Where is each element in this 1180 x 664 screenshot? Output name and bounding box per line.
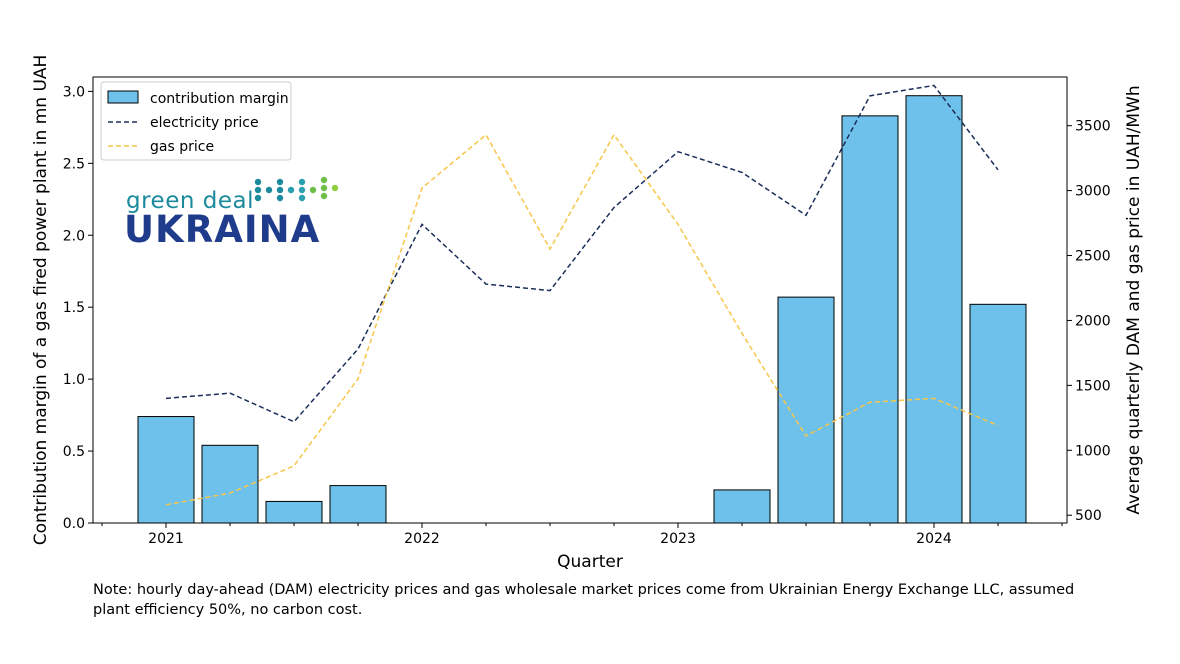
y2-tick-label: 3000 xyxy=(1075,184,1111,200)
y-tick-label: 2.0 xyxy=(63,228,85,244)
bar-2024-Q1 xyxy=(905,95,963,524)
y2-tick-label: 2000 xyxy=(1075,313,1111,329)
legend: contribution margin electricity price ga… xyxy=(100,81,292,161)
plot-frame xyxy=(92,76,1068,524)
x-tick-label: 2022 xyxy=(404,531,440,547)
logo-line-1: green deal xyxy=(126,188,254,214)
logo-dot xyxy=(331,184,339,192)
logo-dot xyxy=(276,178,284,186)
y2-tick-label: 2500 xyxy=(1075,249,1111,265)
legend-label-electricity-price: electricity price xyxy=(150,115,259,131)
y-tick-label: 1.5 xyxy=(63,300,85,316)
y-axis-label: Contribution margin of a gas fired power… xyxy=(31,55,51,546)
logo-dot xyxy=(320,176,328,184)
legend-label-gas-price: gas price xyxy=(150,139,214,155)
logo-dot xyxy=(265,186,273,194)
logo-dot xyxy=(298,194,306,202)
legend-box xyxy=(100,81,292,161)
y-tick-label: 1.0 xyxy=(63,372,85,388)
logo-dots-icon xyxy=(254,176,339,202)
x-tick-label: 2024 xyxy=(916,531,952,547)
logo-dot xyxy=(287,186,295,194)
x-tick-label: 2023 xyxy=(660,531,696,547)
bar-2023-Q4 xyxy=(841,115,899,524)
legend-label-contribution-margin: contribution margin xyxy=(150,91,289,107)
logo-dot xyxy=(320,184,328,192)
x-axis-label: Quarter xyxy=(557,552,623,572)
legend-swatch-contribution-margin xyxy=(107,90,139,104)
line-electricity-price xyxy=(165,84,999,423)
bar-2024-Q2 xyxy=(969,303,1027,524)
green-deal-ukraina-logo: green deal UKRAINA xyxy=(124,176,364,251)
logo-dot xyxy=(254,178,262,186)
y-tick-label: 0.5 xyxy=(63,444,85,460)
bar-2023-Q2 xyxy=(713,489,771,524)
y2-tick-label: 1000 xyxy=(1075,443,1111,459)
logo-dot xyxy=(309,186,317,194)
footnote: Note: hourly day-ahead (DAM) electricity… xyxy=(93,582,1075,618)
logo-dot xyxy=(254,194,262,202)
y-tick-label: 2.5 xyxy=(63,156,85,172)
y2-tick-label: 500 xyxy=(1075,508,1102,524)
y2-tick-label: 3500 xyxy=(1075,119,1111,135)
bar-2021-Q1 xyxy=(137,416,195,524)
y2-axis-label: Average quarterly DAM and gas price in U… xyxy=(1124,85,1144,514)
logo-dot xyxy=(298,178,306,186)
line-gas-price xyxy=(165,133,999,506)
logo-dot xyxy=(254,186,262,194)
logo-dot xyxy=(320,192,328,200)
logo-dot xyxy=(298,186,306,194)
logo-dot xyxy=(276,194,284,202)
logo-dot xyxy=(276,186,284,194)
bar-2023-Q3 xyxy=(777,296,835,524)
y-tick-label: 0.0 xyxy=(63,516,85,532)
logo-line-2: UKRAINA xyxy=(124,208,321,251)
y2-tick-label: 1500 xyxy=(1075,378,1111,394)
bar-2021-Q2 xyxy=(201,444,259,524)
bar-2021-Q4 xyxy=(329,485,387,524)
y-tick-label: 3.0 xyxy=(63,84,85,100)
x-tick-label: 2021 xyxy=(148,531,184,547)
bar-2021-Q3 xyxy=(265,500,323,524)
